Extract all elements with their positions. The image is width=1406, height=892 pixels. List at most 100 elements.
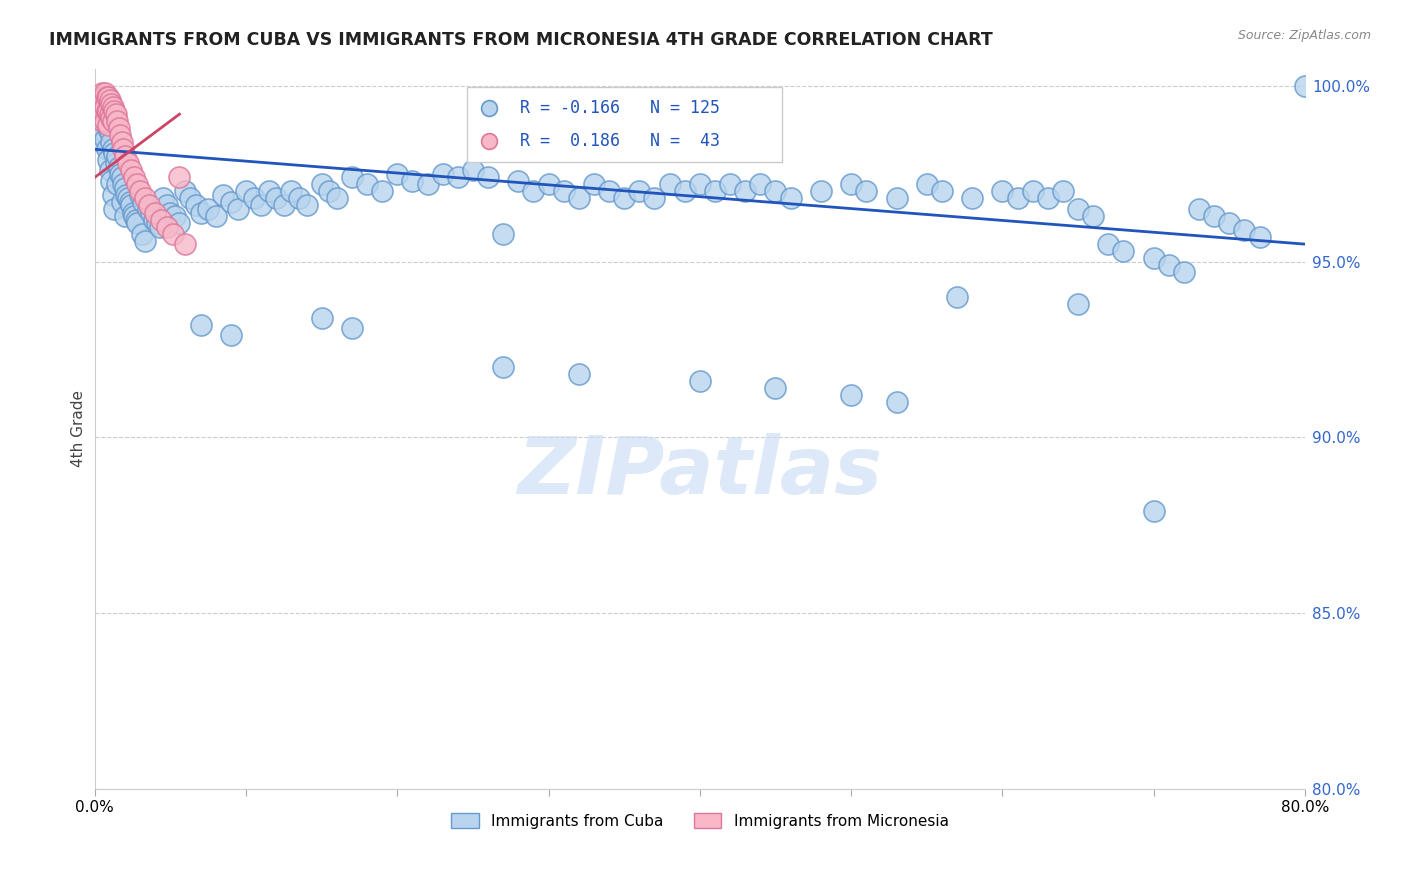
Point <box>112 178 135 192</box>
FancyBboxPatch shape <box>467 87 782 162</box>
Point <box>100 174 122 188</box>
Point <box>228 202 250 216</box>
Point <box>416 178 439 192</box>
Point <box>108 160 131 174</box>
Point <box>111 194 134 209</box>
Point <box>1097 237 1119 252</box>
Point <box>136 202 159 216</box>
Point <box>103 103 125 118</box>
Point <box>613 192 636 206</box>
Point <box>598 185 620 199</box>
Point <box>204 209 226 223</box>
Point <box>112 142 135 156</box>
Text: IMMIGRANTS FROM CUBA VS IMMIGRANTS FROM MICRONESIA 4TH GRADE CORRELATION CHART: IMMIGRANTS FROM CUBA VS IMMIGRANTS FROM … <box>49 31 993 49</box>
Point <box>576 433 599 447</box>
Point <box>101 114 124 128</box>
Point <box>142 212 165 227</box>
Point <box>537 178 560 192</box>
Point <box>103 202 125 216</box>
Point <box>704 185 727 199</box>
Point <box>143 205 166 219</box>
Point <box>492 227 515 241</box>
Point <box>197 202 219 216</box>
Point <box>89 89 111 103</box>
Point <box>1218 216 1240 230</box>
Point <box>810 185 832 199</box>
Point <box>117 192 139 206</box>
Point <box>96 103 118 118</box>
Point <box>1173 265 1195 279</box>
Point <box>264 192 287 206</box>
Point <box>162 227 184 241</box>
Point <box>98 107 121 121</box>
Point <box>107 149 129 163</box>
Point <box>508 174 530 188</box>
Point <box>98 125 121 139</box>
Point <box>1067 202 1090 216</box>
Point <box>138 198 160 212</box>
Point <box>93 103 115 118</box>
Point <box>576 270 599 285</box>
Point <box>447 170 470 185</box>
Point <box>765 381 787 395</box>
Point <box>673 185 696 199</box>
Point <box>568 367 591 381</box>
Point <box>97 121 120 136</box>
Point <box>104 107 127 121</box>
Point <box>124 212 146 227</box>
Point <box>115 188 138 202</box>
Point <box>93 89 115 103</box>
Point <box>111 136 134 150</box>
Point <box>295 198 318 212</box>
Point <box>340 321 363 335</box>
Point <box>553 185 575 199</box>
Point <box>97 89 120 103</box>
Point <box>122 170 145 185</box>
Point <box>946 290 969 304</box>
Point <box>371 185 394 199</box>
Point <box>100 96 122 111</box>
Point <box>97 103 120 118</box>
Point <box>1052 185 1074 199</box>
Point <box>156 219 179 234</box>
Point <box>1143 251 1166 265</box>
Point <box>169 170 191 185</box>
Point <box>134 234 156 248</box>
Point <box>643 192 665 206</box>
Point <box>257 185 280 199</box>
Legend: Immigrants from Cuba, Immigrants from Micronesia: Immigrants from Cuba, Immigrants from Mi… <box>446 806 955 835</box>
Point <box>129 188 152 202</box>
Point <box>120 163 142 178</box>
Point <box>960 192 983 206</box>
Point <box>100 111 122 125</box>
Point <box>117 156 139 170</box>
Point <box>839 178 862 192</box>
Point <box>1112 244 1135 259</box>
Point <box>1204 209 1226 223</box>
Point <box>110 128 132 143</box>
Point <box>689 374 711 388</box>
Point <box>250 198 273 212</box>
Point <box>107 178 129 192</box>
Point <box>129 185 152 199</box>
Point <box>318 185 340 199</box>
Point <box>991 185 1014 199</box>
Point <box>401 174 423 188</box>
Point <box>132 194 155 209</box>
Point <box>1067 297 1090 311</box>
Point <box>242 192 264 206</box>
Point <box>149 219 172 234</box>
Y-axis label: 4th Grade: 4th Grade <box>72 390 86 467</box>
Point <box>280 185 302 199</box>
Point <box>311 310 333 325</box>
Point <box>90 107 112 121</box>
Point <box>94 114 117 128</box>
Point <box>159 205 181 219</box>
Point <box>1036 192 1059 206</box>
Point <box>915 178 938 192</box>
Point <box>169 216 191 230</box>
Point <box>114 149 136 163</box>
Point <box>1157 258 1180 272</box>
Point <box>98 93 121 107</box>
Point <box>1021 185 1043 199</box>
